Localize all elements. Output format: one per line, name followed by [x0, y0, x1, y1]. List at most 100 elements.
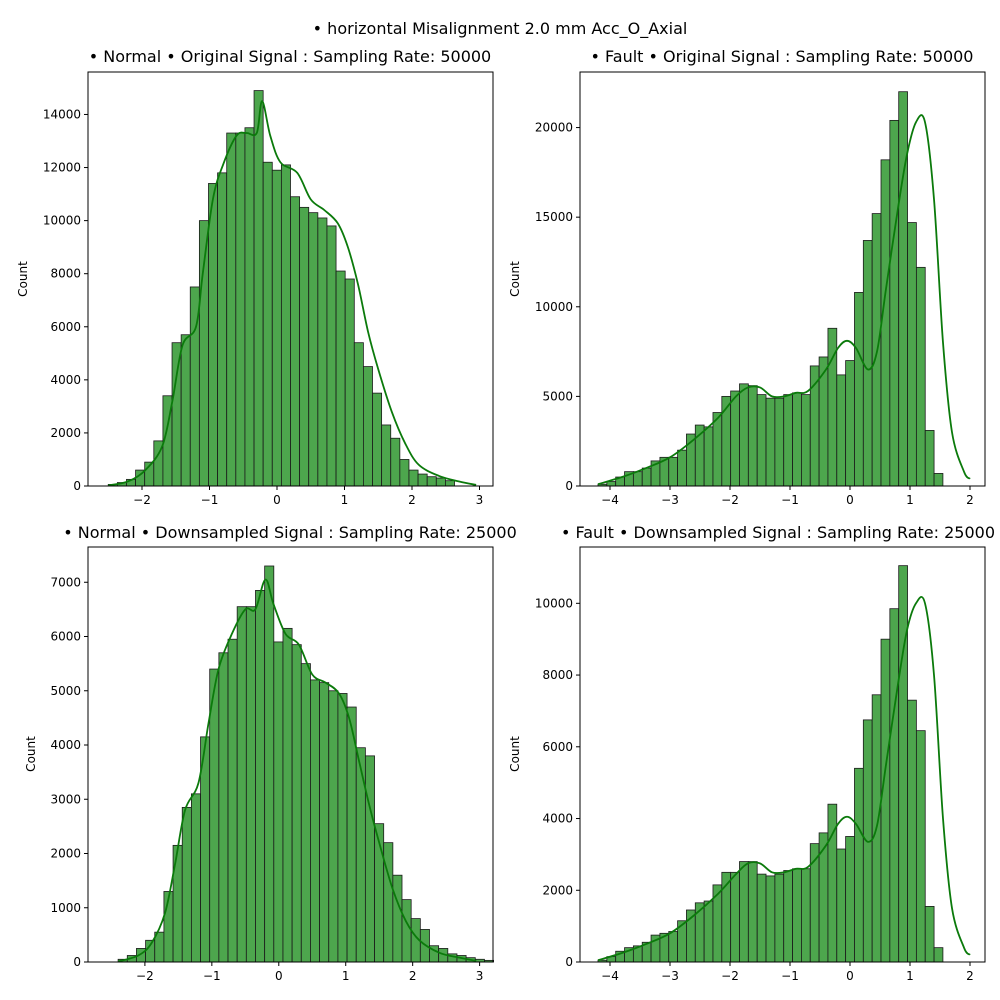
y-tick-label: 8000: [542, 668, 573, 682]
y-tick-label: 0: [73, 479, 81, 493]
histogram-bar: [747, 861, 758, 963]
x-tick-label: −1: [201, 493, 219, 507]
histogram-bar: [801, 868, 811, 963]
x-tick-label: −1: [781, 969, 799, 983]
x-tick-label: −2: [721, 493, 739, 507]
histogram-bar: [889, 119, 900, 487]
panel-title: • Fault • Original Signal : Sampling Rat…: [591, 47, 974, 66]
histogram-bar: [747, 385, 758, 487]
y-tick-label: 10000: [535, 596, 573, 610]
histogram-bar: [426, 476, 437, 487]
histogram-bar: [264, 565, 275, 963]
histogram-bar: [756, 394, 767, 487]
kde-curve: [597, 595, 971, 962]
histogram-bar: [730, 871, 740, 963]
histogram-bar: [226, 132, 237, 487]
histogram-bar: [417, 473, 428, 487]
axis-ticks: −4 −3 −2 −1 0 1 2 0 2000 4000 6000 8000 10000: [535, 596, 974, 983]
histogram-bar: [435, 477, 446, 487]
bar-series: [597, 565, 944, 963]
histogram-bar: [774, 873, 785, 963]
y-tick-label: 12000: [43, 161, 81, 175]
histogram-panel-fault-downsampled: • Fault • Downsampled Signal : Sampling …: [508, 523, 995, 983]
histogram-bar: [381, 424, 392, 487]
x-tick-label: −2: [133, 493, 151, 507]
x-tick-label: 0: [846, 969, 854, 983]
panel-title: • Normal • Original Signal : Sampling Ra…: [89, 47, 491, 66]
histogram-bar: [924, 906, 935, 963]
bar-series: [107, 90, 455, 487]
histogram-bar: [353, 342, 364, 487]
x-tick-label: 3: [476, 969, 484, 983]
histogram-bar: [889, 608, 900, 963]
histogram-bar: [253, 90, 264, 487]
y-tick-label: 2000: [50, 847, 81, 861]
y-tick-label: 0: [73, 955, 81, 969]
y-tick-label: 14000: [43, 107, 81, 121]
histogram-bar: [282, 627, 293, 963]
histogram-bar: [181, 806, 192, 963]
histogram-bar: [739, 383, 749, 487]
x-tick-label: 1: [342, 969, 350, 983]
bar-series: [597, 91, 944, 487]
x-tick-label: 2: [966, 969, 974, 983]
histogram-bar: [641, 467, 652, 487]
histogram-bar: [801, 394, 811, 487]
histogram-bar: [845, 360, 855, 487]
y-tick-label: 6000: [50, 630, 81, 644]
histogram-bar: [836, 374, 847, 487]
histogram-bar: [326, 225, 337, 487]
kde-curve: [117, 578, 477, 963]
histogram-bar: [399, 459, 410, 487]
axes-frame: [579, 546, 986, 963]
histogram-bar: [235, 132, 246, 487]
histogram-bar: [328, 690, 339, 963]
axes-frame: [87, 71, 494, 487]
histogram-bar: [915, 266, 926, 487]
x-tick-label: 2: [966, 493, 974, 507]
histogram-bar: [915, 730, 926, 963]
x-tick-label: 0: [275, 969, 283, 983]
histogram-bar: [291, 644, 302, 963]
y-tick-label: 0: [565, 955, 573, 969]
x-tick-label: −3: [661, 969, 679, 983]
histogram-bar: [299, 206, 310, 487]
histogram-bar: [730, 390, 740, 487]
x-tick-label: −3: [661, 493, 679, 507]
histogram-bar: [765, 397, 776, 487]
histogram-bar: [236, 606, 247, 963]
histogram-bar: [703, 426, 714, 487]
y-tick-label: 3000: [50, 792, 81, 806]
histogram-bar: [392, 874, 403, 963]
y-tick-label: 7000: [50, 575, 81, 589]
x-tick-label: −4: [601, 493, 619, 507]
histogram-bar: [677, 449, 687, 487]
histogram-bar: [721, 395, 732, 487]
x-tick-label: 2: [408, 493, 416, 507]
histogram-bar: [792, 868, 802, 963]
histogram-bar: [372, 392, 383, 487]
histogram-bar: [308, 212, 319, 487]
histogram-bar: [854, 767, 864, 963]
x-tick-label: −2: [136, 969, 154, 983]
x-tick-label: −2: [721, 969, 739, 983]
y-axis-label: Count: [508, 261, 522, 297]
histogram-bar: [880, 638, 891, 963]
histogram-bar: [783, 394, 793, 487]
histogram-bar: [668, 931, 678, 963]
histogram-bar: [180, 334, 191, 487]
kde-curve: [597, 114, 971, 486]
x-tick-label: −4: [601, 969, 619, 983]
histogram-bar: [765, 875, 776, 963]
histogram-bar: [401, 899, 412, 963]
histogram-bar: [933, 473, 944, 487]
histogram-bar: [792, 392, 802, 487]
histogram-bar: [445, 480, 455, 487]
histogram-bar: [854, 292, 864, 487]
histogram-bar: [190, 793, 201, 963]
bar-series: [117, 565, 494, 963]
histogram-panel-fault-original: • Fault • Original Signal : Sampling Rat…: [508, 47, 986, 507]
histogram-bar: [208, 183, 219, 487]
histogram-bar: [344, 278, 355, 487]
